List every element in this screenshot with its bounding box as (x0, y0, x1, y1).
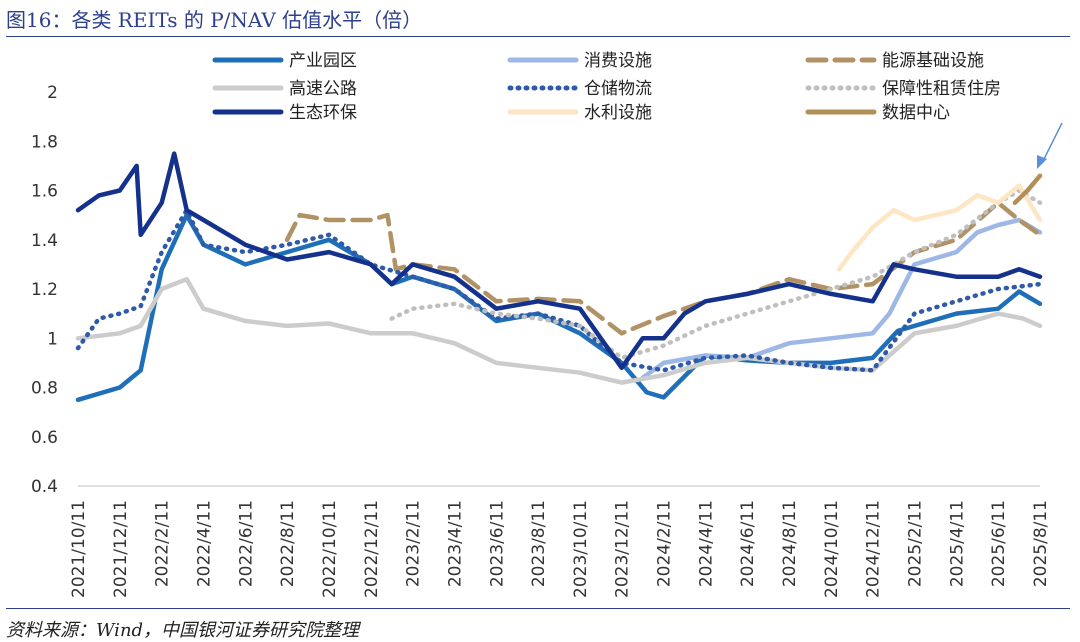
x-tick-label: 2024/6/11 (738, 500, 758, 587)
legend-label: 高速公路 (289, 79, 357, 99)
x-axis: 2021/10/11 2021/12/11 2022/2/11 2022/4/11 20… (69, 500, 1051, 598)
x-tick-label: 2023/12/11 (613, 500, 633, 598)
x-tick-label: 2023/4/11 (445, 500, 465, 587)
series-line (836, 183, 1043, 272)
x-tick-label: 2024/2/11 (655, 500, 675, 587)
y-tick-label: 0.6 (31, 428, 58, 448)
legend-label: 仓储物流 (584, 79, 652, 99)
chart-title: 图16：各类 REITs 的 P/NAV 估值水平（倍） (6, 8, 423, 32)
x-tick-label: 2024/8/11 (780, 500, 800, 587)
x-tick-label: 2021/10/11 (69, 500, 89, 598)
x-tick-label: 2022/8/11 (278, 500, 298, 587)
x-tick-label: 2022/4/11 (194, 500, 214, 587)
x-tick-label: 2025/4/11 (947, 500, 967, 587)
x-tick-label: 2022/6/11 (236, 500, 256, 587)
x-tick-label: 2023/6/11 (487, 500, 507, 587)
bottom-rule (6, 608, 1070, 609)
x-tick-label: 2022/10/11 (320, 500, 340, 598)
x-tick-label: 2023/2/11 (404, 500, 424, 587)
y-tick-label: 1 (47, 329, 58, 349)
x-tick-label: 2023/10/11 (571, 500, 591, 598)
top-rule (6, 36, 1070, 37)
legend-label: 保障性租赁住房 (882, 79, 1001, 99)
y-tick-label: 1.4 (31, 231, 58, 251)
y-tick-label: 1.2 (31, 280, 58, 300)
y-tick-label: 1.6 (31, 182, 58, 202)
x-tick-label: 2022/12/11 (362, 500, 382, 598)
series-line (75, 207, 1043, 373)
legend-label: 产业园区 (289, 51, 357, 71)
x-tick-label: 2025/8/11 (1031, 500, 1051, 587)
x-tick-label: 2023/8/11 (529, 500, 549, 587)
y-tick-label: 2 (47, 83, 58, 103)
x-tick-label: 2024/12/11 (864, 500, 884, 598)
x-tick-label: 2025/6/11 (989, 500, 1009, 587)
x-tick-label: 2021/12/11 (111, 500, 131, 598)
legend-label: 水利设施 (584, 103, 652, 123)
series-line (1012, 173, 1043, 206)
legend-label: 数据中心 (882, 103, 950, 123)
y-axis: 2 1.8 1.6 1.4 1.2 1 0.8 0.6 0.4 (31, 83, 58, 497)
series-line (284, 200, 1043, 336)
annotation-arrow (1037, 122, 1063, 169)
series-line (640, 217, 1043, 380)
x-tick-label: 2022/2/11 (153, 500, 173, 587)
legend-label: 消费设施 (584, 51, 652, 71)
y-tick-label: 0.8 (31, 379, 58, 399)
y-tick-label: 0.4 (31, 477, 58, 497)
series-lines (75, 151, 1043, 403)
x-tick-label: 2024/4/11 (696, 500, 716, 587)
source-note: 资料来源：Wind，中国银河证券研究院整理 (6, 620, 360, 641)
legend-label: 生态环保 (289, 103, 357, 123)
y-tick-label: 1.8 (31, 132, 58, 152)
x-tick-label: 2025/2/11 (906, 500, 926, 587)
series-line (75, 276, 1043, 385)
series-line (75, 151, 1043, 371)
series-line (75, 212, 1043, 403)
legend-label: 能源基础设施 (882, 51, 984, 71)
x-tick-label: 2024/10/11 (822, 500, 842, 598)
